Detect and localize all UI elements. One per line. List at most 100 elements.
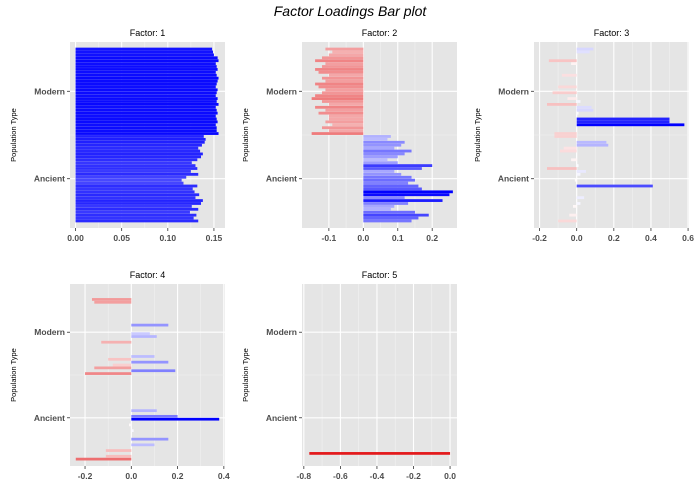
loading-bar [332,50,364,54]
x-tick-label: 0.4 [218,471,230,481]
loading-bar [75,85,216,89]
loading-bar [75,184,198,188]
loading-bar [328,73,364,77]
loading-bar [552,91,577,95]
loading-bar [558,85,577,89]
loading-bar [325,120,364,124]
x-tick-label: -0.2 [78,471,93,481]
y-axis-title: Population Type [241,348,250,402]
loading-bar [311,97,364,100]
loading-bar [328,53,364,57]
loading-bar [75,149,201,153]
loading-bar [75,172,199,176]
loading-bar [559,149,577,153]
loading-bar [321,76,364,80]
loading-bar [131,443,155,447]
loading-bar [75,76,219,80]
x-tick-label: 0.15 [206,233,223,243]
loading-bar [363,172,402,176]
loading-bar [567,97,577,100]
y-tick-label: Modern [266,86,297,96]
x-tick-label: 0.2 [608,233,620,243]
loading-bar [576,111,579,115]
loading-bar [101,340,132,344]
x-tick-label: 0.10 [160,233,177,243]
loading-bar [363,146,395,150]
loading-bar [576,143,609,147]
loading-bar [363,164,433,167]
loading-bar [554,132,577,135]
y-tick-label: Ancient [498,174,529,184]
loading-bar [325,62,364,66]
loading-bar [131,437,169,441]
loading-bar [75,135,204,138]
loading-bar [363,207,391,211]
loading-bar [75,120,218,124]
loading-bar [75,117,217,121]
loading-bar [546,103,577,106]
loading-bar [576,117,670,121]
loading-bar [75,108,217,112]
loading-bar [75,47,213,51]
loading-bar [75,178,182,182]
loading-bar [576,172,581,176]
loading-bar [576,47,594,51]
loading-bar [75,56,218,60]
x-tick-label: 0.6 [682,233,694,243]
loading-bar [75,216,194,220]
loading-bar [576,184,653,188]
loading-bar [363,190,453,194]
loading-bar [363,152,405,156]
loading-bar [75,181,184,185]
loading-bar [131,355,155,358]
loading-bar [325,47,364,51]
loading-bar [75,114,216,118]
panel-title: Factor: 5 [362,270,398,280]
loading-bar [363,175,412,179]
y-axis-title: Population Type [9,108,18,162]
loading-bar [363,181,409,185]
loading-bar [75,137,206,141]
loading-bar [128,423,132,427]
x-tick-label: 0.00 [67,233,84,243]
loading-bar [315,94,364,98]
loading-bar [576,202,581,205]
factor-panel-3: Factor: 3 -0.2 0.0 0.2 0.4 0.6 Ancient Modern Po… [473,28,694,243]
loading-bar [131,409,157,413]
loading-bar [131,323,169,327]
loading-bar [576,50,590,54]
loading-bar [571,62,577,66]
loading-bar [546,167,577,170]
loading-bar [75,210,190,214]
loading-bar [363,143,402,147]
loading-bar [321,91,364,95]
panel-title: Factor: 2 [362,28,398,38]
loading-bar [309,452,451,455]
loading-bar [112,363,132,367]
loading-bar [332,123,364,127]
loading-bar [363,158,388,162]
loading-bar [363,149,412,153]
loading-bar [108,357,132,361]
x-tick-label: -0.4 [370,471,385,481]
loading-bar [318,85,364,89]
loading-bar [75,219,199,223]
loading-bar [75,202,202,205]
x-tick-label: 0.0 [444,471,456,481]
loading-bar [75,170,191,173]
loading-bar [131,332,150,336]
loading-bar [363,167,422,170]
loading-bar [561,73,577,77]
loading-bar [75,152,203,156]
loading-bar [75,190,195,194]
y-tick-label: Modern [266,327,297,337]
loading-bar [75,207,199,211]
loading-bar [75,70,216,74]
loading-bar [91,298,132,301]
loading-bar [572,204,577,208]
loading-bar [548,59,577,63]
loading-bar [558,219,577,223]
loading-bar [75,193,200,197]
loading-bar [571,158,577,162]
